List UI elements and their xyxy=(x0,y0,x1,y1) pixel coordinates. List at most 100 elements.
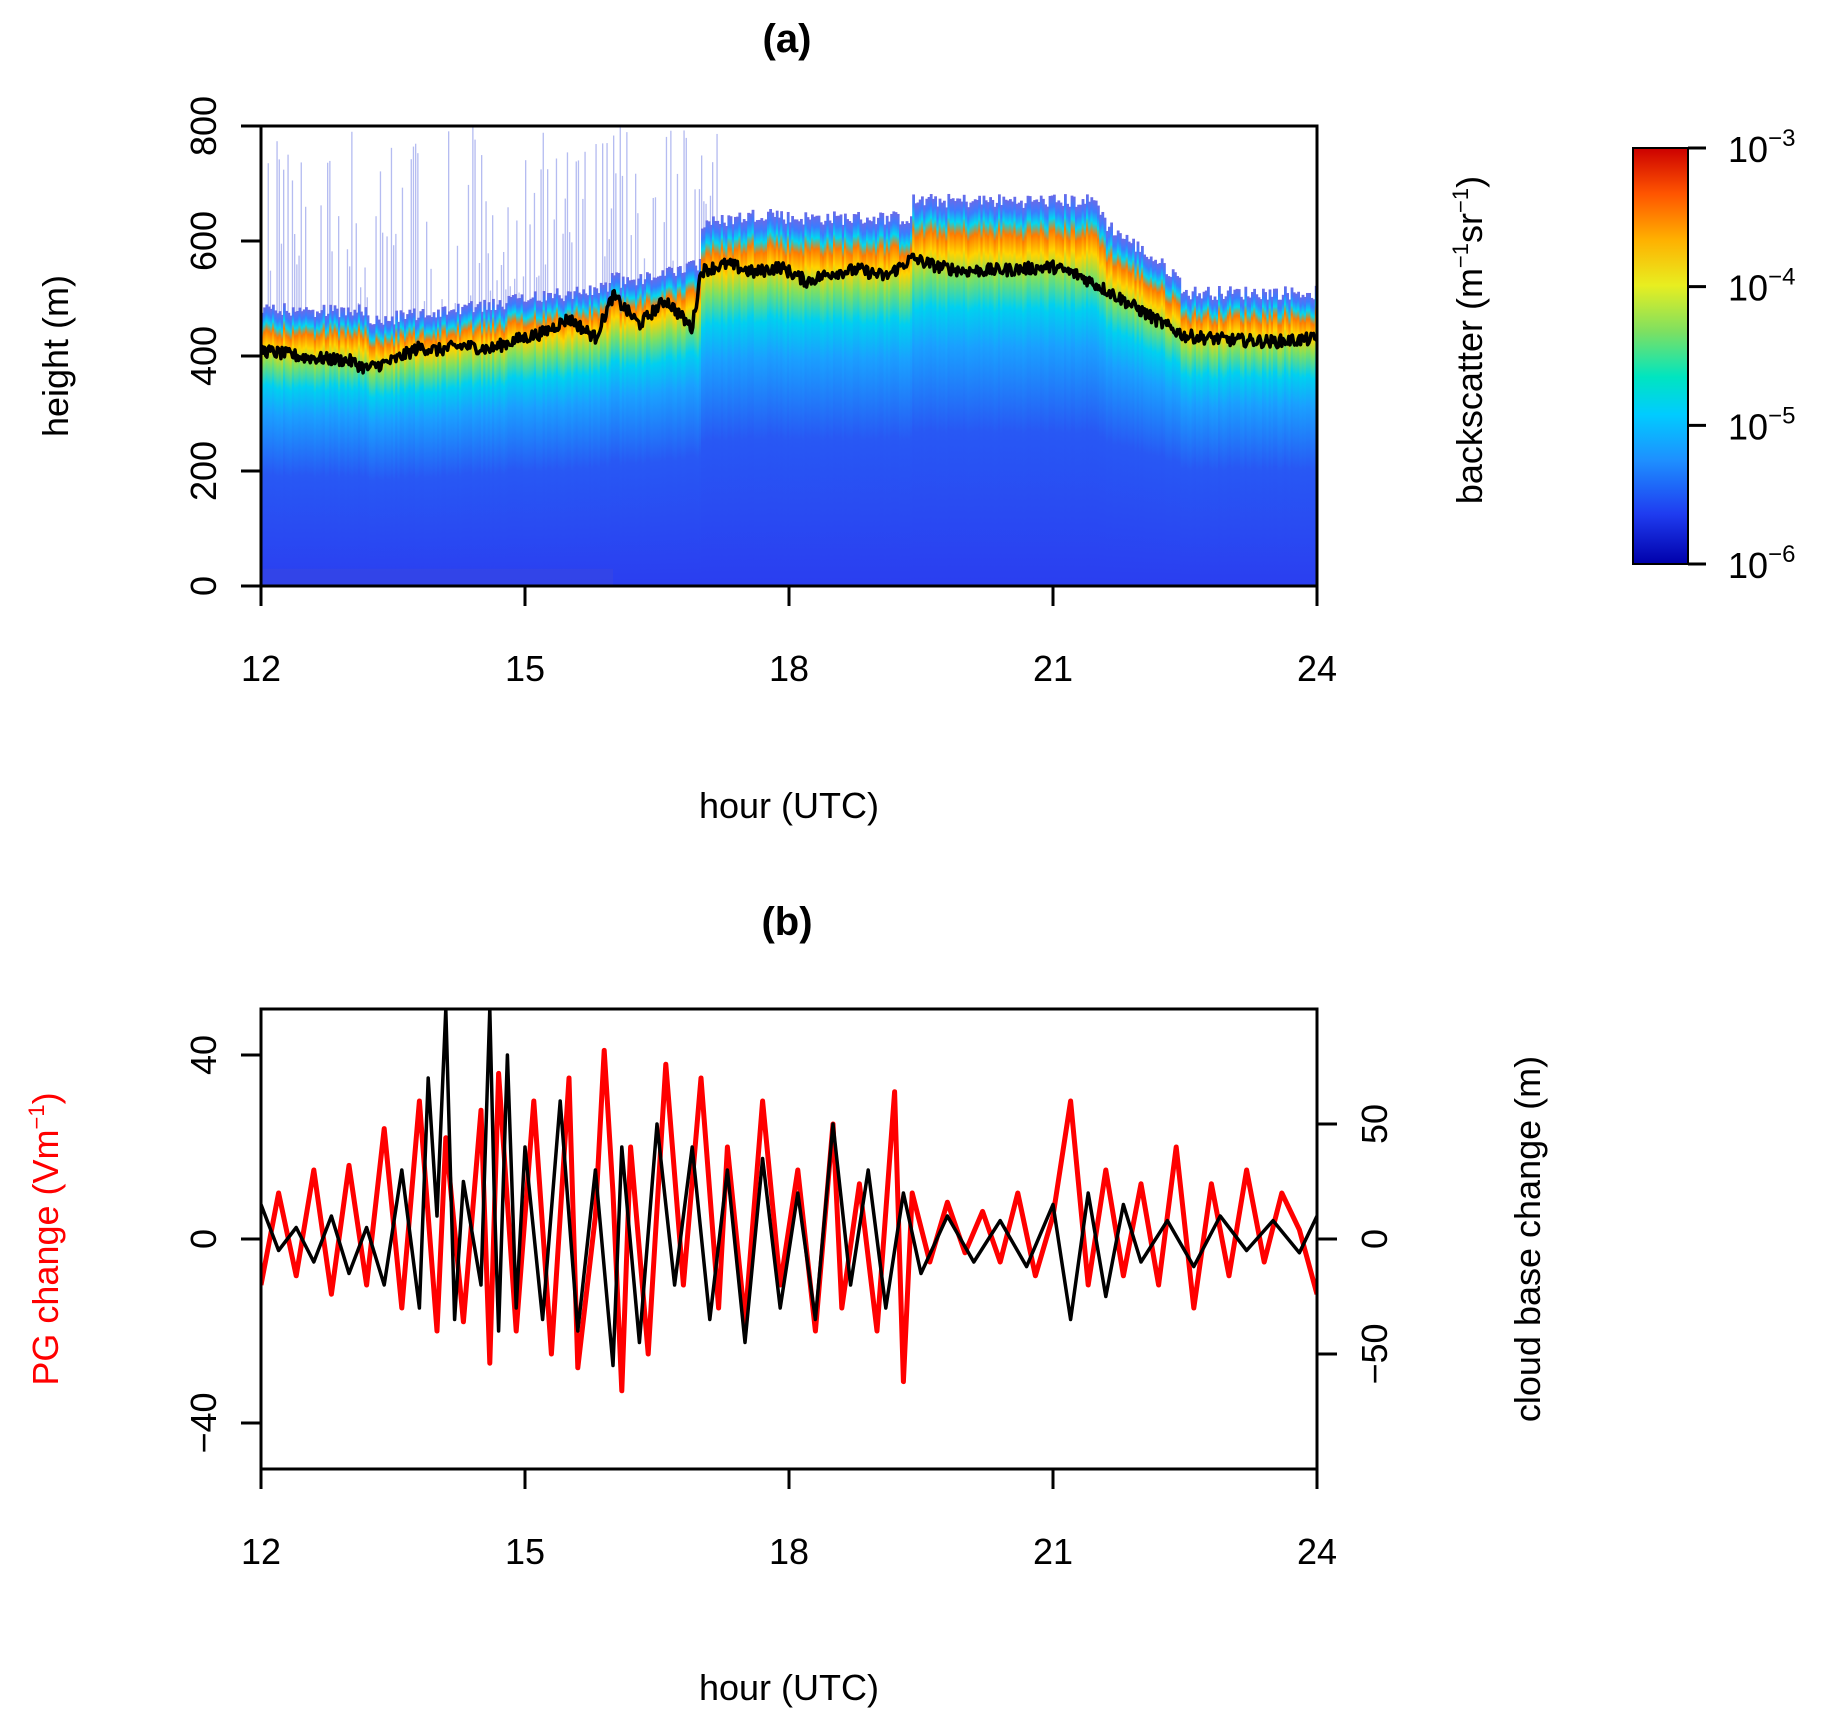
heatmap-noise xyxy=(423,301,426,318)
heatmap-column xyxy=(626,277,629,586)
heatmap-noise xyxy=(478,262,481,302)
heatmap-noise xyxy=(538,275,540,301)
heatmap-column xyxy=(648,273,651,586)
heatmap-column xyxy=(294,311,297,586)
heatmap-noise xyxy=(665,136,668,269)
heatmap-column xyxy=(434,317,438,586)
heatmap-column xyxy=(357,304,361,586)
heatmap-noise xyxy=(676,173,679,267)
heatmap-noise xyxy=(357,303,360,305)
y-tick-label-right: 0 xyxy=(1354,1229,1395,1249)
heatmap-column xyxy=(1273,288,1276,586)
heatmap-column xyxy=(954,201,957,586)
heatmap-column xyxy=(1310,297,1314,586)
heatmap-column xyxy=(1154,259,1157,586)
heatmap-column xyxy=(786,211,790,586)
heatmap-column xyxy=(1277,299,1281,586)
heatmap-column xyxy=(459,314,462,586)
heatmap-column xyxy=(371,324,374,586)
heatmap-noise xyxy=(430,268,432,318)
heatmap-noise xyxy=(608,239,610,284)
series-line-cloud-base-change xyxy=(261,1009,1317,1368)
heatmap-column xyxy=(771,212,775,586)
x-tick-label: 18 xyxy=(769,648,809,689)
heatmap-column xyxy=(665,268,669,586)
heatmap-column xyxy=(1213,296,1217,586)
heatmap-column xyxy=(956,198,959,586)
heatmap-noise xyxy=(564,198,566,296)
heatmap-noise xyxy=(635,173,637,286)
heatmap-column xyxy=(815,215,819,586)
heatmap-noise xyxy=(393,245,395,325)
heatmap-noise xyxy=(276,141,278,314)
heatmap-column xyxy=(569,291,572,586)
heatmap-column xyxy=(1037,201,1041,586)
heatmap-noise xyxy=(507,207,509,296)
heatmap-column xyxy=(1198,293,1201,586)
heatmap-column xyxy=(1207,286,1210,586)
heatmap-noise xyxy=(487,253,489,303)
heatmap-column xyxy=(1264,292,1267,586)
heatmap-column xyxy=(421,309,425,586)
heatmap-column xyxy=(1231,293,1234,586)
heatmap-column xyxy=(885,215,889,586)
heatmap-column xyxy=(1083,203,1087,586)
heatmap-column xyxy=(839,214,843,586)
heatmap-noise xyxy=(410,159,412,314)
heatmap-column xyxy=(1097,205,1100,586)
heatmap-column xyxy=(628,280,632,586)
heatmap-noise xyxy=(386,236,388,321)
heatmap-column xyxy=(1242,299,1245,586)
heatmap-column xyxy=(1295,293,1298,586)
heatmap-column xyxy=(1204,290,1208,586)
heatmap-column xyxy=(643,279,647,586)
heatmap-column xyxy=(423,317,427,586)
heatmap-column xyxy=(1270,296,1274,586)
heatmap-column xyxy=(1121,238,1124,586)
heatmap-column xyxy=(784,223,788,586)
heatmap-noise xyxy=(415,143,417,321)
heatmap-column xyxy=(1031,201,1034,586)
heatmap-column xyxy=(313,316,317,586)
heatmap-column xyxy=(333,305,337,586)
heatmap-column xyxy=(353,309,357,586)
heatmap-noise xyxy=(351,131,353,316)
heatmap-noise xyxy=(456,245,459,304)
heatmap-noise xyxy=(331,251,333,311)
heatmap-column xyxy=(751,209,755,586)
heatmap-column xyxy=(276,313,280,586)
x-tick-label: 24 xyxy=(1297,648,1337,689)
heatmap-column xyxy=(443,306,447,586)
heatmap-column xyxy=(813,216,816,586)
heatmap-column xyxy=(551,298,555,586)
heatmap-column xyxy=(1026,195,1030,586)
heatmap-column xyxy=(1218,286,1221,586)
heatmap-column xyxy=(1101,211,1105,586)
heatmap-column xyxy=(991,199,995,586)
heatmap-column xyxy=(1145,256,1149,586)
heatmap-column xyxy=(300,311,304,586)
heatmap-column xyxy=(734,216,737,586)
heatmap-column xyxy=(522,301,526,586)
heatmap-column xyxy=(782,219,786,586)
heatmap-column xyxy=(542,291,546,586)
heatmap-noise xyxy=(663,222,665,276)
heatmap-noise xyxy=(355,223,357,313)
heatmap-noise xyxy=(672,260,674,274)
heatmap-column xyxy=(1048,195,1052,586)
y-tick-label: 800 xyxy=(183,96,224,156)
heatmap-column xyxy=(1072,196,1076,586)
heatmap-column xyxy=(362,315,365,586)
heatmap-column xyxy=(375,315,379,586)
heatmap-column xyxy=(355,312,359,586)
heatmap-column xyxy=(907,223,911,586)
heatmap-column xyxy=(1017,202,1021,586)
x-tick-label: 21 xyxy=(1033,1531,1073,1572)
heatmap-noise xyxy=(503,251,505,310)
heatmap-column xyxy=(595,288,599,586)
heatmap-column xyxy=(707,221,711,586)
heatmap-column xyxy=(767,211,770,586)
panel-b-title: (b) xyxy=(761,900,812,944)
heatmap-noise xyxy=(470,295,472,302)
heatmap-column xyxy=(874,224,878,586)
